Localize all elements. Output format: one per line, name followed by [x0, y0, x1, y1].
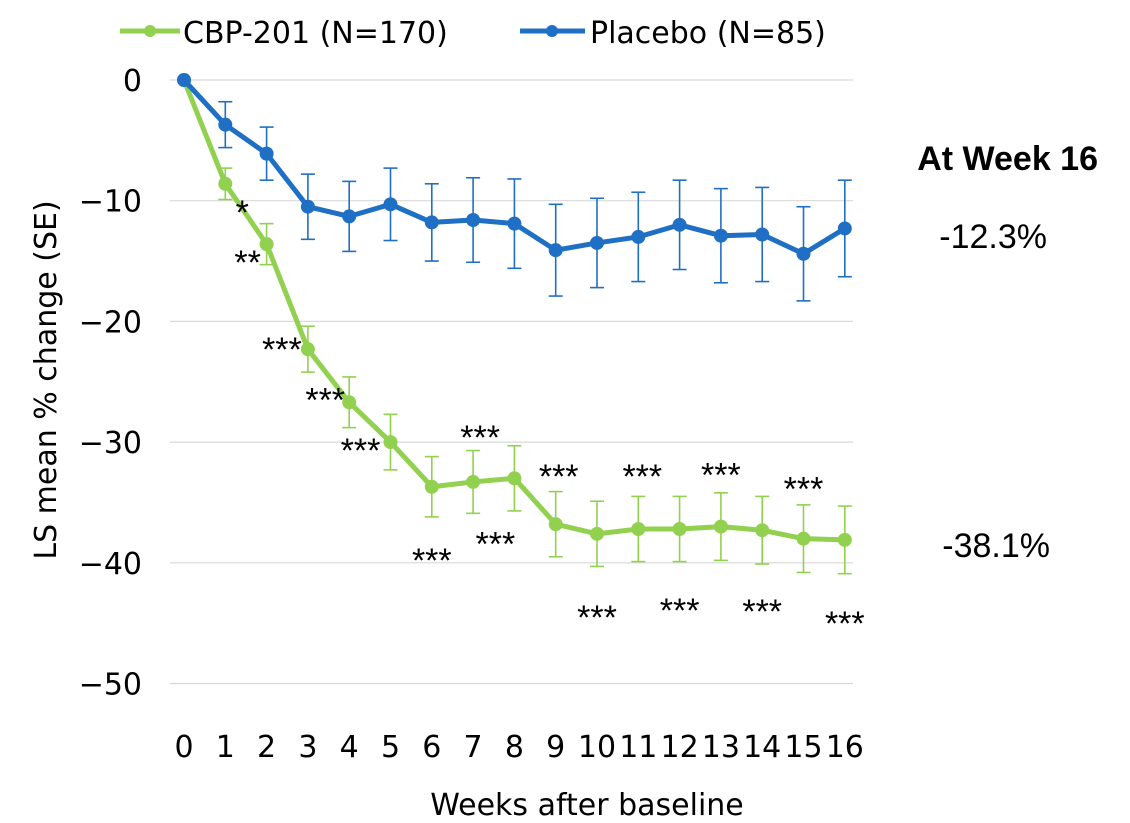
data-point: [507, 471, 522, 486]
y-tick-label: 0: [123, 64, 142, 99]
data-point: [218, 117, 233, 132]
significance-marker: ***: [262, 331, 302, 369]
week16-callout: At Week 16 -12.3% -38.1%: [917, 140, 1098, 565]
x-tick-label: 3: [298, 730, 317, 765]
significance-marker: ***: [701, 457, 741, 495]
significance-annotations: ****************************************…: [234, 194, 864, 643]
y-tick-label: −20: [79, 305, 142, 340]
data-point: [507, 216, 522, 231]
x-axis-ticks: 0 1 2 3 4 5 6 7 8 9 10 11 12 13 14 15 16: [174, 730, 863, 765]
significance-marker: ***: [460, 419, 500, 457]
data-point: [218, 176, 233, 191]
gridlines: [170, 79, 853, 685]
data-point: [424, 479, 439, 494]
data-point: [177, 73, 191, 87]
callout-placebo-value: -12.3%: [939, 218, 1047, 256]
x-tick-label: 14: [743, 730, 781, 765]
x-tick-label: 13: [702, 730, 740, 765]
x-tick-label: 10: [578, 730, 616, 765]
x-tick-label: 1: [216, 730, 235, 765]
callout-header: At Week 16: [917, 140, 1098, 178]
significance-marker: ***: [825, 605, 865, 643]
data-point: [672, 522, 687, 537]
data-point: [424, 215, 439, 230]
legend-item-placebo: Placebo (N=85): [520, 16, 826, 51]
significance-marker: ***: [622, 458, 662, 496]
significance-marker: ***: [577, 599, 617, 637]
data-point: [259, 146, 274, 161]
data-point: [383, 435, 398, 450]
significance-marker: ***: [784, 471, 824, 509]
x-tick-label: 5: [381, 730, 400, 765]
significance-marker: ***: [660, 592, 700, 630]
data-point: [837, 221, 852, 236]
data-point: [342, 395, 357, 410]
data-point: [466, 213, 481, 228]
significance-marker: ***: [412, 542, 452, 580]
data-point: [631, 229, 646, 244]
data-point: [342, 209, 357, 224]
x-tick-label: 0: [174, 730, 193, 765]
significance-marker: **: [234, 244, 260, 282]
y-tick-label: −30: [79, 426, 142, 461]
callout-cbp201-value: -38.1%: [942, 527, 1050, 565]
x-tick-label: 2: [257, 730, 276, 765]
series-placebo: [177, 73, 852, 302]
x-tick-label: 9: [546, 730, 565, 765]
legend-label-placebo: Placebo (N=85): [590, 16, 826, 51]
legend-label-cbp201: CBP-201 (N=170): [183, 16, 448, 51]
significance-marker: ***: [539, 458, 579, 496]
y-tick-label: −10: [79, 185, 142, 220]
significance-marker: ***: [341, 432, 381, 470]
x-tick-label: 7: [464, 730, 483, 765]
x-axis-title: Weeks after baseline: [430, 788, 744, 823]
data-point: [796, 246, 811, 261]
significance-marker: ***: [305, 381, 345, 419]
x-tick-label: 12: [661, 730, 699, 765]
data-point: [755, 227, 770, 242]
data-point: [631, 522, 646, 537]
data-point: [672, 217, 687, 232]
data-point: [548, 243, 563, 258]
data-point: [837, 532, 852, 547]
significance-marker: ***: [476, 525, 516, 563]
data-point: [466, 474, 481, 489]
legend-item-cbp201: CBP-201 (N=170): [120, 16, 448, 51]
legend-swatch-placebo-marker: [546, 25, 558, 37]
data-point: [300, 199, 315, 214]
legend: CBP-201 (N=170) Placebo (N=85): [120, 16, 826, 51]
y-tick-label: −40: [79, 547, 142, 582]
data-point: [796, 531, 811, 546]
x-tick-label: 11: [619, 730, 657, 765]
x-tick-label: 16: [826, 730, 864, 765]
x-tick-label: 15: [784, 730, 822, 765]
data-point: [590, 235, 604, 250]
series-layer: [177, 73, 852, 575]
series-cbp201: [177, 73, 852, 575]
data-point: [755, 523, 770, 538]
data-point: [713, 519, 728, 534]
x-tick-label: 6: [422, 730, 441, 765]
x-tick-label: 4: [340, 730, 359, 765]
y-axis-title: LS mean % change (SE): [29, 200, 64, 559]
data-point: [300, 342, 315, 357]
y-axis-ticks: 0 −10 −20 −30 −40 −50: [79, 64, 142, 703]
data-point: [713, 228, 728, 243]
significance-marker: ***: [742, 593, 782, 631]
data-point: [259, 237, 274, 252]
significance-marker: *: [236, 194, 249, 232]
data-point: [383, 197, 398, 212]
y-tick-label: −50: [79, 668, 142, 703]
data-point: [548, 517, 563, 532]
data-point: [590, 526, 604, 541]
x-tick-label: 8: [505, 730, 524, 765]
legend-swatch-cbp201-marker: [144, 25, 156, 37]
